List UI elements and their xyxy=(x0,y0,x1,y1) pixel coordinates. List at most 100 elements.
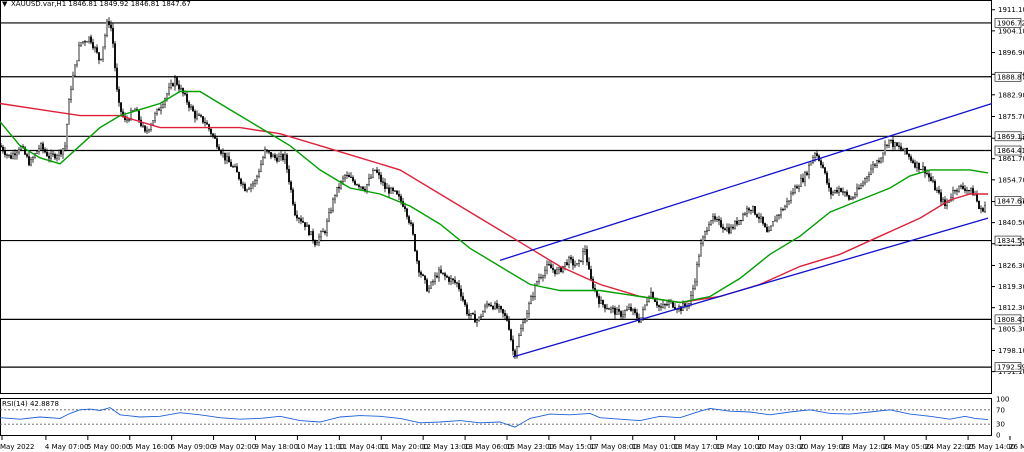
candle-body xyxy=(618,309,620,312)
candle-body xyxy=(542,275,544,278)
candle-body xyxy=(30,159,32,166)
candle-body xyxy=(242,183,244,185)
candle-body xyxy=(566,262,568,266)
candle-body xyxy=(390,187,392,194)
candle-body xyxy=(554,269,556,274)
candle-body xyxy=(756,214,758,218)
candle-body xyxy=(804,172,806,182)
candle-body xyxy=(538,277,540,282)
candle-body xyxy=(438,269,440,278)
candle-body xyxy=(666,304,668,306)
candle-body xyxy=(226,156,228,161)
candle-body xyxy=(842,191,844,193)
candle-body xyxy=(224,152,226,161)
candle-body xyxy=(220,150,222,154)
candle-body xyxy=(928,173,930,178)
candle-body xyxy=(330,210,332,213)
moving-averages xyxy=(0,90,989,304)
candle-body xyxy=(788,200,790,202)
candle-body xyxy=(914,162,916,168)
candle-body xyxy=(860,185,862,189)
level-badge xyxy=(994,235,1022,246)
candle-body xyxy=(24,147,26,155)
candle-body xyxy=(434,275,436,282)
candle-body xyxy=(378,172,380,176)
candle-body xyxy=(934,180,936,191)
candle-body xyxy=(308,224,310,236)
candle-body xyxy=(636,312,638,319)
candle-body xyxy=(810,162,812,166)
time-tick-label: 6 May 09:00 xyxy=(171,443,215,451)
horizontal-levels xyxy=(0,22,991,368)
candle-body xyxy=(198,114,200,116)
candle-body xyxy=(650,291,652,298)
candle-body xyxy=(290,181,292,190)
candle-body xyxy=(4,151,6,156)
time-tick-label: 9 May 02:00 xyxy=(213,443,257,451)
price-tick-label: 1840.50 xyxy=(998,219,1024,227)
candle-body xyxy=(114,43,116,69)
candle-body xyxy=(374,169,376,171)
candle-body xyxy=(52,153,54,155)
time-tick-label: 18 May 17:00 xyxy=(674,443,722,451)
candle-body xyxy=(754,206,756,215)
candle-body xyxy=(310,231,312,236)
header-triangle-icon[interactable]: ▼ xyxy=(2,0,8,8)
candle-body xyxy=(320,231,322,238)
candle-body xyxy=(234,166,236,168)
candle-body xyxy=(932,180,934,182)
level-badge-text: 1808.41 xyxy=(997,316,1024,324)
candle-body xyxy=(266,149,268,152)
trend-channel[interactable] xyxy=(499,102,993,358)
candle-body xyxy=(278,156,280,162)
rsi-line xyxy=(0,407,989,428)
price-tick-label: 1875.70 xyxy=(998,113,1024,121)
level-badge-text: 1869.13 xyxy=(997,133,1024,141)
candle-body xyxy=(420,272,422,275)
candle-body xyxy=(90,36,92,43)
candle-body xyxy=(876,160,878,166)
candle-body xyxy=(388,187,390,194)
candle-body xyxy=(212,133,214,136)
candle-body xyxy=(382,181,384,183)
candle-body xyxy=(98,52,100,61)
candle-body xyxy=(752,206,754,211)
candle-body xyxy=(184,93,186,95)
candle-body xyxy=(616,309,618,315)
candle-body xyxy=(834,189,836,193)
candle-body xyxy=(326,220,328,234)
candle-body xyxy=(0,145,2,148)
candle-body xyxy=(12,153,14,159)
time-tick-label: 25 May 14:00 xyxy=(967,443,1015,451)
candle-body xyxy=(518,335,520,347)
candle-body xyxy=(282,154,284,160)
candle-body xyxy=(820,160,822,166)
candle-body xyxy=(254,180,256,184)
level-badge xyxy=(994,362,1022,372)
candle-body xyxy=(244,183,246,192)
candle-body xyxy=(376,169,378,173)
candle-body xyxy=(774,219,776,222)
rsi-tick-label: 30 xyxy=(996,421,1005,429)
candle-body xyxy=(926,172,928,174)
candle-body xyxy=(486,303,488,307)
candle-body xyxy=(736,220,738,225)
candle-body xyxy=(452,278,454,281)
candle-body xyxy=(472,313,474,315)
candle-body xyxy=(910,156,912,161)
moving-average-green-line xyxy=(0,90,989,304)
candle-body xyxy=(44,149,46,153)
candle-body xyxy=(726,227,728,231)
candle-body xyxy=(174,77,176,87)
candle-body xyxy=(494,303,496,310)
candle-body xyxy=(984,205,986,212)
candle-body xyxy=(506,315,508,321)
candle-body xyxy=(878,160,880,163)
candle-body xyxy=(772,221,774,227)
candle-body xyxy=(778,214,780,216)
candle-body xyxy=(46,151,48,157)
candle-body xyxy=(394,190,396,192)
candle-body xyxy=(784,205,786,211)
candle-body xyxy=(838,188,840,193)
